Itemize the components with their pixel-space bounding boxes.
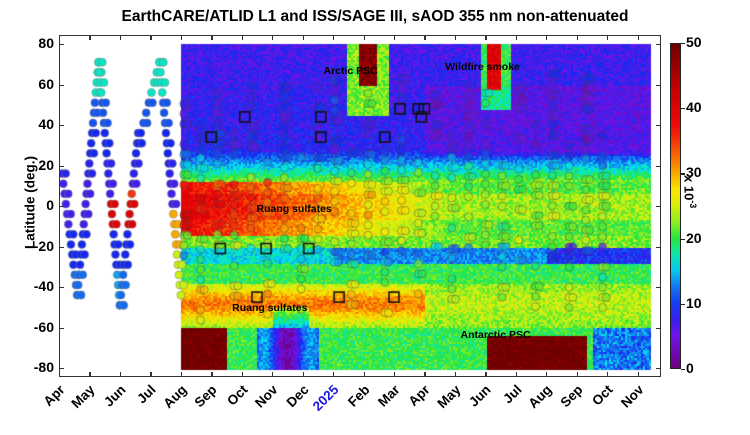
colorbar-tick-label: 50 xyxy=(686,34,702,50)
x-tick-mark xyxy=(59,35,61,40)
x-tick-mark xyxy=(89,372,91,377)
colorbar-tick-mark xyxy=(681,173,685,175)
y-tick-label: 20 xyxy=(38,156,54,173)
x-tick-mark xyxy=(546,35,548,40)
x-tick-mark xyxy=(515,35,518,40)
x-tick-mark xyxy=(363,372,365,377)
x-tick-mark xyxy=(485,35,487,40)
x-tick-mark xyxy=(333,372,335,377)
colorbar-tick-label: 0 xyxy=(686,360,694,376)
annotation-label: Ruang sulfates xyxy=(256,203,332,216)
x-tick-mark xyxy=(119,372,122,377)
colorbar-title: x 10-3 xyxy=(681,175,698,209)
y-tick-mark xyxy=(656,246,661,248)
y-tick-mark xyxy=(656,368,661,370)
y-tick-mark xyxy=(59,165,64,167)
y-tick-mark xyxy=(59,125,64,127)
x-tick-mark xyxy=(637,372,639,377)
x-tick-mark xyxy=(576,35,578,40)
y-tick-mark xyxy=(656,125,661,127)
colorbar-tick-mark xyxy=(681,108,685,110)
colorbar-tick-label: 40 xyxy=(686,99,702,116)
x-tick-mark xyxy=(393,372,396,377)
x-tick-mark xyxy=(211,35,213,40)
x-tick-mark xyxy=(150,35,152,40)
colorbar-tick-mark xyxy=(681,43,685,45)
annotation-label: Ruang sulfates xyxy=(232,302,308,315)
y-tick-mark xyxy=(656,44,661,46)
plot-frame xyxy=(59,35,661,377)
sage-dots-overlay xyxy=(60,36,660,376)
y-tick-label: -40 xyxy=(33,278,54,294)
y-tick-mark xyxy=(656,84,661,86)
y-tick-mark xyxy=(59,84,64,86)
x-tick-mark xyxy=(607,372,609,377)
x-tick-mark xyxy=(211,372,213,377)
y-tick-mark xyxy=(656,165,661,167)
x-tick-mark xyxy=(333,35,335,40)
y-tick-mark xyxy=(656,206,661,208)
y-tick-label: -20 xyxy=(33,237,54,254)
x-tick-mark xyxy=(180,35,183,40)
y-tick-mark xyxy=(59,206,64,208)
x-tick-mark xyxy=(272,35,274,40)
x-tick-mark xyxy=(454,372,457,377)
x-tick-mark xyxy=(150,372,152,377)
colorbar-tick-mark xyxy=(681,238,685,240)
y-tick-mark xyxy=(59,44,64,46)
colorbar-tick-label: 30 xyxy=(686,164,702,181)
chart-title: EarthCARE/ATLID L1 and ISS/SAGE III, sAO… xyxy=(121,8,629,25)
x-tick-mark xyxy=(607,35,609,40)
y-tick-label: 60 xyxy=(38,75,54,92)
annotation-label: Wildfire smoke xyxy=(445,61,520,74)
x-tick-mark xyxy=(637,35,639,40)
y-tick-mark xyxy=(59,246,64,248)
x-tick-mark xyxy=(302,35,304,40)
y-tick-mark xyxy=(59,287,64,289)
x-tick-mark xyxy=(485,372,487,377)
y-tick-label: 40 xyxy=(38,116,54,132)
x-tick-mark xyxy=(180,372,183,377)
x-tick-mark xyxy=(119,35,122,40)
x-tick-mark xyxy=(363,35,365,40)
x-tick-mark xyxy=(89,35,91,40)
colorbar-tick-mark xyxy=(681,369,685,371)
y-axis-label: Latitude (deg.) xyxy=(22,156,38,249)
colorbar-tick-mark xyxy=(681,303,685,306)
annotation-label: Antarctic PSC xyxy=(460,328,531,341)
x-tick-mark xyxy=(424,35,426,40)
x-tick-mark xyxy=(576,372,578,377)
colorbar xyxy=(670,43,681,369)
y-tick-mark xyxy=(59,327,64,329)
colorbar-tick-label: 20 xyxy=(686,229,702,246)
x-tick-mark xyxy=(241,372,243,377)
annotation-label: Arctic PSC xyxy=(323,65,378,78)
y-tick-label: 80 xyxy=(38,35,54,51)
x-tick-mark xyxy=(546,372,548,377)
x-tick-mark xyxy=(302,372,304,377)
y-tick-mark xyxy=(59,368,64,370)
x-tick-mark xyxy=(454,35,457,40)
x-tick-mark xyxy=(393,35,396,40)
x-tick-mark xyxy=(515,372,518,377)
y-tick-label: -60 xyxy=(33,318,54,335)
y-tick-label: -80 xyxy=(33,359,54,375)
y-tick-label: 0 xyxy=(46,197,54,213)
x-tick-mark xyxy=(241,35,243,40)
x-tick-mark xyxy=(424,372,426,377)
y-tick-mark xyxy=(656,287,661,289)
y-tick-mark xyxy=(656,327,661,329)
x-tick-mark xyxy=(272,372,274,377)
x-tick-mark xyxy=(59,372,61,377)
colorbar-tick-label: 10 xyxy=(686,294,702,311)
